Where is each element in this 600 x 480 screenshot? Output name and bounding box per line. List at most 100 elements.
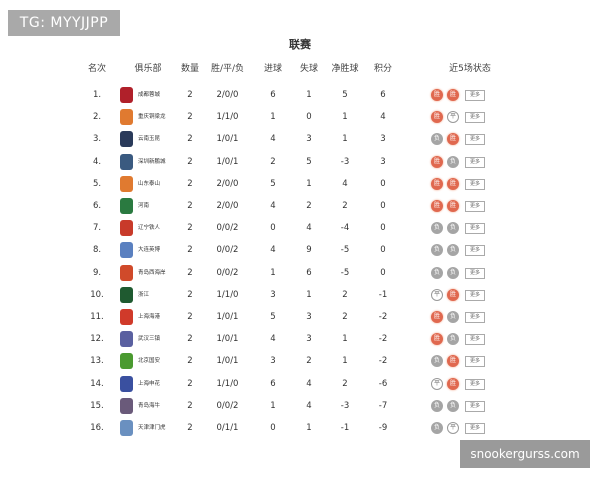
more-button[interactable]: 更多: [465, 334, 485, 346]
played: 2: [187, 378, 193, 389]
table-row: 15. 青岛海牛 2 0/0/2 1 4 -3 -7 负负更多: [80, 396, 520, 416]
points: 0: [380, 178, 386, 189]
goals-against: 3: [306, 312, 312, 322]
wdl: 1/1/0: [216, 289, 239, 300]
table-row: 9. 青岛西海岸 2 0/0/2 1 6 -5 0 负负更多: [80, 263, 520, 283]
wdl: 2/0/0: [216, 178, 239, 189]
club-name[interactable]: 青岛西海岸: [138, 269, 166, 276]
form-result-icon: 负: [431, 244, 443, 257]
table-row: 12. 武汉三镇 2 1/0/1 4 3 1 -2 胜负更多: [80, 329, 520, 349]
club-name[interactable]: 辽宁铁人: [138, 225, 161, 232]
points: 0: [380, 267, 386, 278]
points: 3: [380, 134, 386, 145]
form-result-icon: 胜: [431, 311, 443, 323]
goals-against: 3: [306, 334, 312, 345]
more-button[interactable]: 更多: [465, 378, 485, 390]
goal-difference: -5: [340, 267, 350, 278]
more-button[interactable]: 更多: [465, 223, 485, 235]
goal-difference: 2: [342, 289, 348, 300]
points: -2: [378, 334, 388, 345]
rank: 2.: [92, 112, 102, 123]
header-rank: 名次: [87, 64, 106, 74]
played: 2: [187, 312, 193, 322]
played: 2: [187, 245, 193, 256]
more-button[interactable]: 更多: [465, 267, 485, 279]
more-button[interactable]: 更多: [465, 312, 485, 323]
more-button[interactable]: 更多: [465, 289, 485, 301]
wdl: 1/0/1: [216, 134, 239, 145]
form-result-icon: 负: [431, 355, 443, 368]
table-row: 7. 辽宁铁人 2 0/0/2 0 4 -4 0 负负更多: [80, 218, 520, 238]
club-logo: [120, 309, 133, 325]
points: -2: [378, 356, 388, 367]
wdl: 0/0/2: [216, 400, 239, 411]
more-button[interactable]: 更多: [465, 423, 485, 434]
club-name[interactable]: 武汉三镇: [138, 336, 161, 343]
form-result-icon: 负: [447, 311, 459, 323]
more-button[interactable]: 更多: [465, 178, 485, 190]
club-logo: [120, 286, 133, 303]
club-name[interactable]: 青岛海牛: [138, 402, 161, 409]
club-name[interactable]: 大连英博: [138, 247, 161, 254]
rank: 4.: [92, 156, 102, 167]
club-name[interactable]: 深圳新鹏城: [138, 158, 166, 165]
points: -2: [378, 312, 388, 322]
wdl: 0/0/2: [216, 245, 239, 256]
rank: 11.: [90, 312, 104, 322]
table-row: 2. 重庆铜梁龙 2 1/1/0 1 0 1 4 胜平更多: [80, 107, 520, 127]
page-title: 联赛: [289, 38, 311, 51]
club-name[interactable]: 上海海港: [138, 314, 161, 320]
goals-for: 4: [270, 201, 276, 211]
club-name[interactable]: 成都蓉城: [138, 92, 161, 98]
played: 2: [187, 267, 193, 278]
club-name[interactable]: 河南: [138, 203, 150, 209]
club-name[interactable]: 天津津门虎: [138, 425, 166, 431]
form-result-icon: 负: [431, 422, 443, 434]
rank: 12.: [90, 334, 104, 345]
club-logo: [120, 220, 133, 237]
points: -9: [378, 423, 388, 433]
goals-for: 6: [270, 378, 276, 389]
more-button[interactable]: 更多: [465, 245, 485, 257]
club-logo: [120, 242, 133, 259]
more-button[interactable]: 更多: [465, 201, 485, 212]
goal-difference: 1: [342, 134, 348, 145]
wdl: 0/1/1: [216, 423, 239, 433]
club-logo: [120, 397, 133, 414]
header-played: 数量: [180, 64, 199, 74]
wdl: 1/0/1: [216, 312, 239, 322]
table-row: 13. 北京国安 2 1/0/1 3 2 1 -2 负胜更多: [80, 351, 520, 371]
table-row: 4. 深圳新鹏城 2 1/0/1 2 5 -3 3 胜负更多: [80, 152, 520, 172]
club-name[interactable]: 北京国安: [138, 358, 161, 365]
goal-difference: 1: [342, 334, 348, 345]
table-row: 1. 成都蓉城 2 2/0/0 6 1 5 6 胜胜更多: [80, 85, 520, 105]
goals-for: 2: [270, 156, 276, 167]
club-name[interactable]: 浙江: [138, 291, 150, 298]
club-name[interactable]: 云南玉昆: [138, 136, 161, 143]
wdl: 0/0/2: [216, 223, 239, 234]
goals-for: 1: [270, 112, 276, 123]
more-button[interactable]: 更多: [465, 400, 485, 412]
club-name[interactable]: 上海申花: [138, 380, 161, 387]
goals-for: 5: [270, 178, 276, 189]
more-button[interactable]: 更多: [465, 112, 485, 124]
goals-for: 3: [270, 289, 276, 300]
rank: 15.: [90, 400, 104, 411]
club-name[interactable]: 山东泰山: [138, 180, 161, 187]
more-button[interactable]: 更多: [465, 356, 485, 368]
played: 2: [187, 423, 193, 433]
club-logo: [120, 353, 133, 370]
played: 2: [187, 156, 193, 167]
played: 2: [187, 178, 193, 189]
form-result-icon: 胜: [447, 133, 459, 146]
played: 2: [187, 90, 193, 100]
more-button[interactable]: 更多: [465, 156, 485, 168]
more-button[interactable]: 更多: [465, 90, 485, 101]
club-name[interactable]: 重庆铜梁龙: [138, 114, 166, 121]
goals-against: 3: [306, 134, 312, 145]
goals-against: 1: [306, 289, 312, 300]
table-header: 名次 俱乐部 数量 胜/平/负 进球 失球 净胜球 积分 近5场状态: [80, 59, 520, 79]
more-button[interactable]: 更多: [465, 134, 485, 146]
form-result-icon: 胜: [431, 89, 443, 101]
goal-difference: 4: [342, 178, 348, 189]
